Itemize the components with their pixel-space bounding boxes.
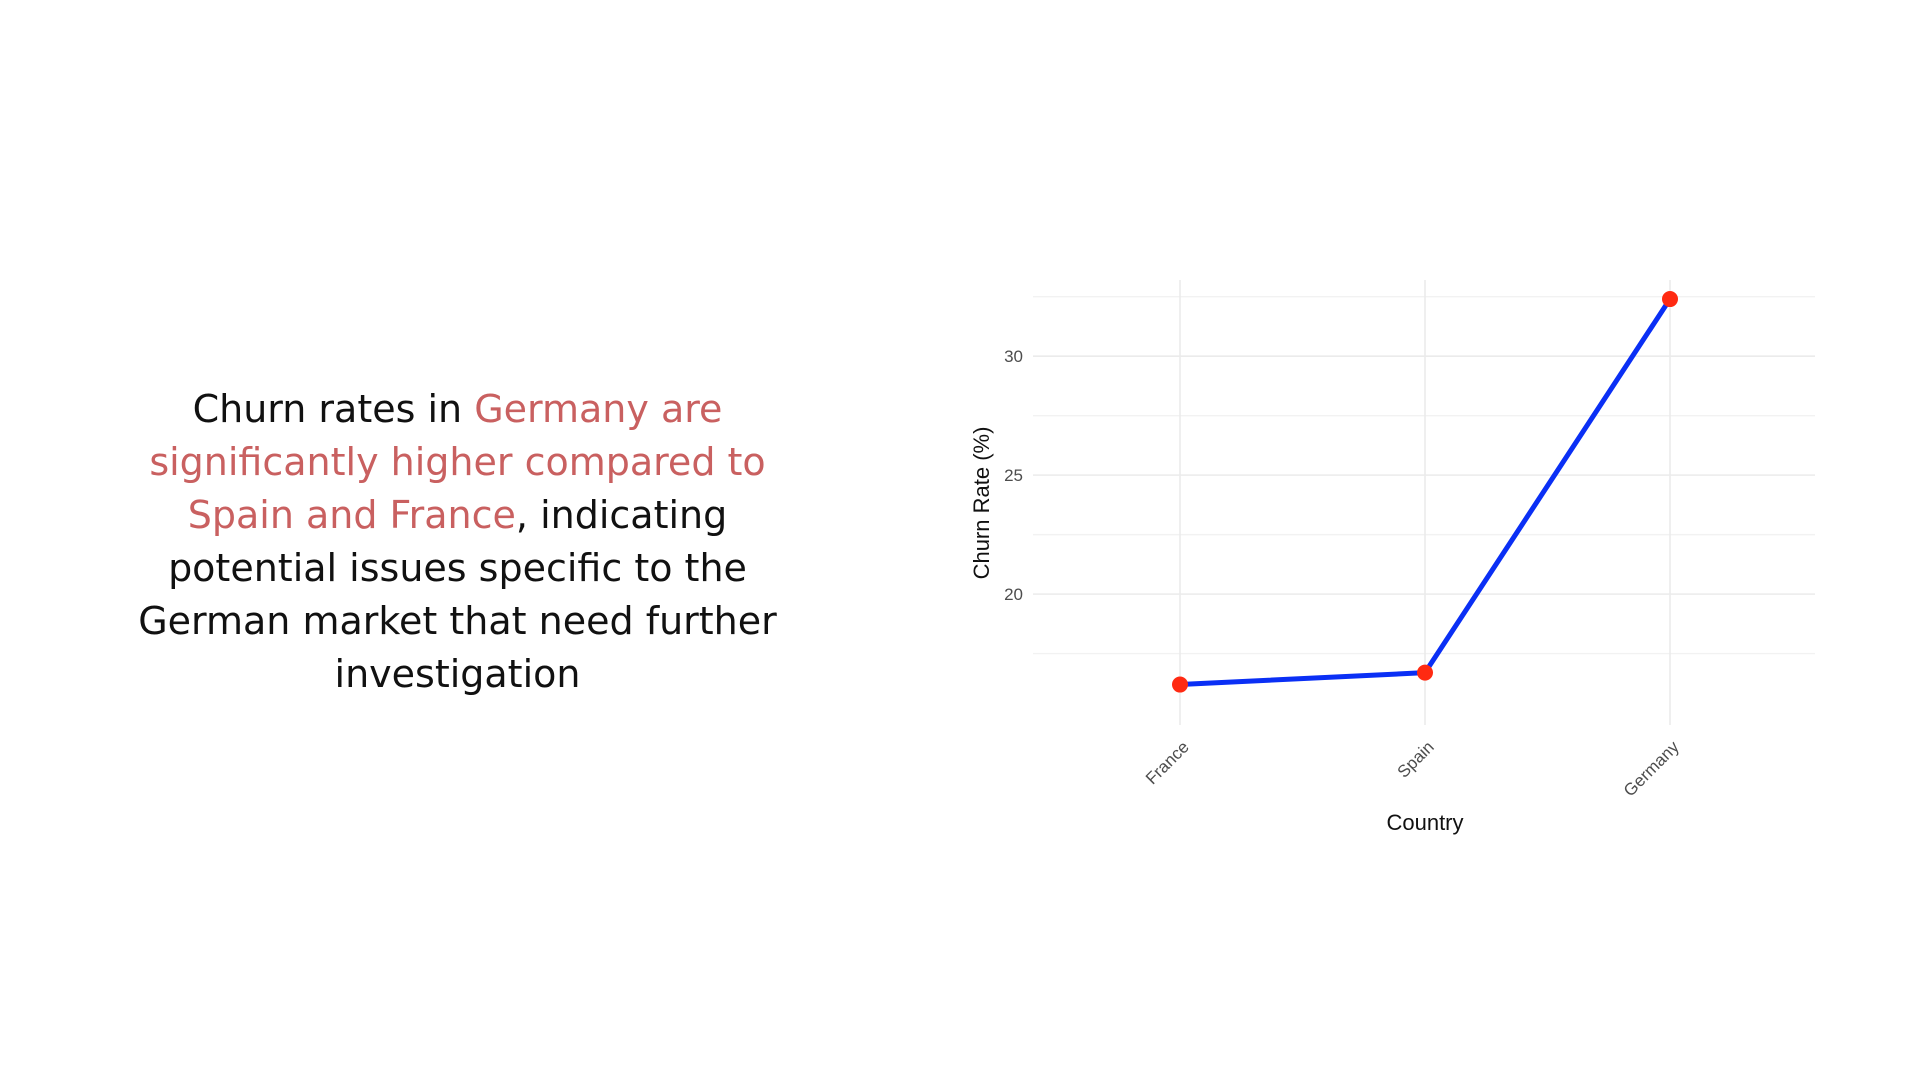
data-point bbox=[1172, 676, 1188, 693]
grid-layer bbox=[1033, 280, 1815, 725]
x-tick-label: France bbox=[1142, 737, 1193, 788]
y-tick-label: 30 bbox=[1004, 347, 1023, 366]
x-axis-title: Country bbox=[1386, 810, 1463, 835]
statement-text: Churn rates in Germany are significantly… bbox=[130, 383, 785, 701]
data-point bbox=[1662, 291, 1678, 308]
y-axis-title: Churn Rate (%) bbox=[969, 427, 994, 580]
y-tick-label: 20 bbox=[1004, 585, 1023, 604]
x-tick-label: Spain bbox=[1394, 737, 1438, 781]
x-tick-label: Germany bbox=[1620, 737, 1683, 800]
statement-highlight: Germany are significantly higher compare… bbox=[149, 387, 766, 537]
statement-part2: , indicating potential issues specific t… bbox=[138, 493, 777, 696]
marks-layer bbox=[1172, 291, 1678, 693]
data-point bbox=[1417, 664, 1433, 681]
statement-part1: Churn rates in bbox=[192, 387, 475, 431]
y-tick-label: 25 bbox=[1004, 466, 1023, 485]
